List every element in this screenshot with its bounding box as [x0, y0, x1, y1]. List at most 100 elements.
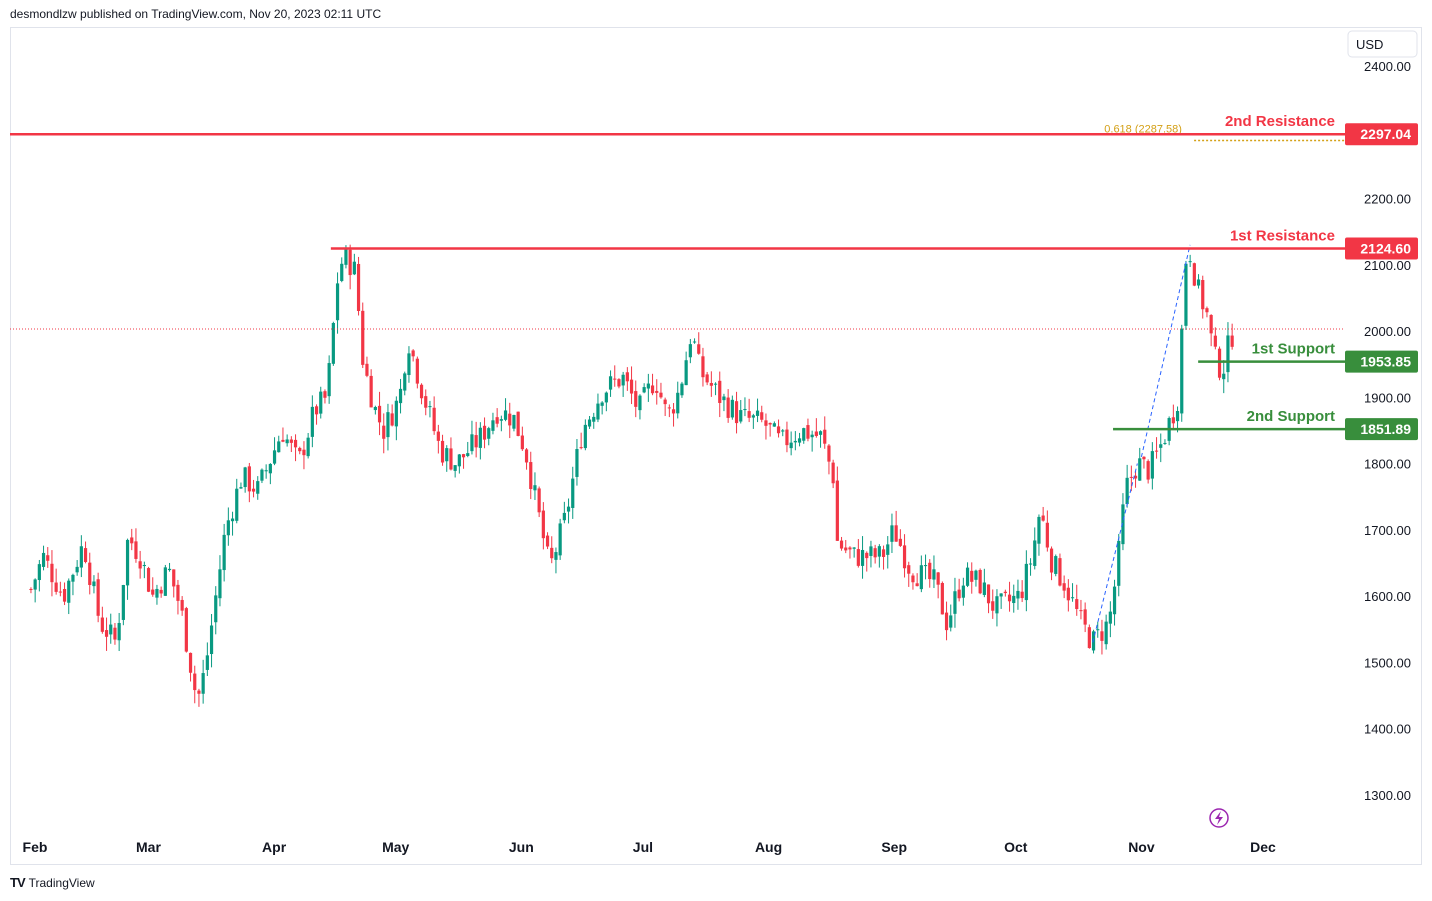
candle-200 — [869, 540, 873, 568]
candle-31 — [159, 586, 163, 598]
candle-189 — [823, 416, 827, 449]
candle-body — [831, 462, 835, 484]
candle-76 — [348, 244, 352, 290]
candle-body — [705, 374, 709, 383]
candle-49 — [235, 478, 239, 524]
candle-107 — [478, 422, 482, 460]
footer-brand: TradingView — [28, 875, 95, 890]
candle-body — [1213, 335, 1217, 347]
candle-274 — [1180, 324, 1184, 422]
candle-body — [684, 360, 688, 386]
candle-body — [424, 396, 428, 408]
candle-body — [46, 555, 50, 561]
candle-131 — [579, 432, 583, 450]
price-tick-5: 1800.00 — [1364, 457, 1411, 472]
candle-227 — [982, 568, 986, 598]
candle-210 — [911, 573, 915, 590]
candle-171 — [747, 398, 751, 423]
candle-220 — [953, 577, 957, 628]
candle-25 — [134, 528, 138, 563]
candle-body — [583, 424, 587, 449]
candle-body — [659, 392, 663, 398]
candle-226 — [978, 568, 982, 595]
price-tick-8: 1500.00 — [1364, 655, 1411, 670]
candle-body — [50, 563, 54, 583]
candle-body — [814, 431, 818, 436]
flash-icon[interactable] — [1209, 808, 1229, 828]
candle-159 — [697, 332, 701, 355]
candle-body — [860, 549, 865, 566]
candle-body — [1041, 515, 1045, 521]
candle-body — [797, 438, 802, 443]
candle-body — [1108, 611, 1112, 624]
candle-109 — [487, 426, 491, 446]
candle-138 — [608, 370, 613, 397]
candle-body — [272, 450, 277, 464]
candle-body — [327, 363, 331, 397]
candle-57 — [268, 463, 272, 485]
candle-body — [592, 416, 596, 422]
candle-278 — [1196, 274, 1201, 289]
candle-87 — [394, 396, 398, 441]
plot-area — [29, 244, 1234, 707]
resistance-price-tag-1 — [1345, 237, 1418, 260]
candle-8 — [62, 582, 67, 606]
candle-10 — [71, 573, 75, 596]
candle-228 — [986, 584, 991, 614]
candle-281 — [1209, 314, 1213, 347]
candle-body — [793, 440, 797, 443]
candle-172 — [751, 413, 755, 429]
candle-176 — [768, 422, 772, 437]
currency-badge[interactable]: USD — [1347, 30, 1418, 58]
candle-140 — [617, 378, 621, 389]
candle-body — [1217, 348, 1222, 378]
candle-150 — [659, 382, 663, 399]
candle-120 — [533, 472, 537, 501]
candle-body — [1058, 558, 1062, 586]
candle-170 — [743, 397, 747, 417]
candle-91 — [411, 349, 415, 362]
candle-body — [256, 481, 260, 494]
candle-body — [1079, 610, 1083, 612]
candle-body — [642, 387, 646, 393]
candle-22 — [121, 584, 125, 626]
candle-body — [1028, 563, 1033, 565]
time-tick-5: Jul — [633, 839, 653, 855]
footer[interactable]: TV TradingView — [10, 875, 95, 890]
candle-30 — [155, 584, 159, 605]
candle-body — [856, 549, 860, 566]
candle-body — [306, 437, 310, 457]
candle-body — [33, 579, 37, 590]
candle-body — [949, 615, 953, 628]
candle-68 — [314, 404, 319, 425]
candle-40 — [197, 688, 201, 707]
candle-body — [394, 400, 398, 427]
candle-body — [214, 595, 218, 623]
candle-136 — [600, 401, 604, 415]
candle-body — [487, 428, 491, 439]
candle-body — [1184, 263, 1188, 326]
candle-125 — [554, 547, 558, 574]
candle-224 — [970, 562, 974, 594]
candle-body — [1083, 609, 1087, 625]
candle-body — [1062, 583, 1066, 591]
candle-121 — [537, 486, 541, 518]
candle-body — [827, 445, 831, 462]
candle-body — [138, 561, 142, 569]
candle-body — [478, 427, 482, 448]
candle-18 — [104, 617, 109, 651]
candle-body — [991, 601, 995, 611]
candle-body — [1054, 556, 1058, 574]
candle-1 — [33, 578, 37, 603]
candle-90 — [407, 346, 411, 383]
candle-129 — [571, 466, 575, 519]
candle-173 — [755, 398, 760, 423]
candle-body — [1138, 458, 1142, 481]
candle-body — [310, 406, 314, 437]
candle-body — [508, 413, 512, 426]
candle-205 — [890, 513, 894, 554]
candle-232 — [1003, 589, 1007, 597]
resistance-price-text-1: 2124.60 — [1360, 240, 1411, 256]
candle-104 — [466, 441, 470, 458]
